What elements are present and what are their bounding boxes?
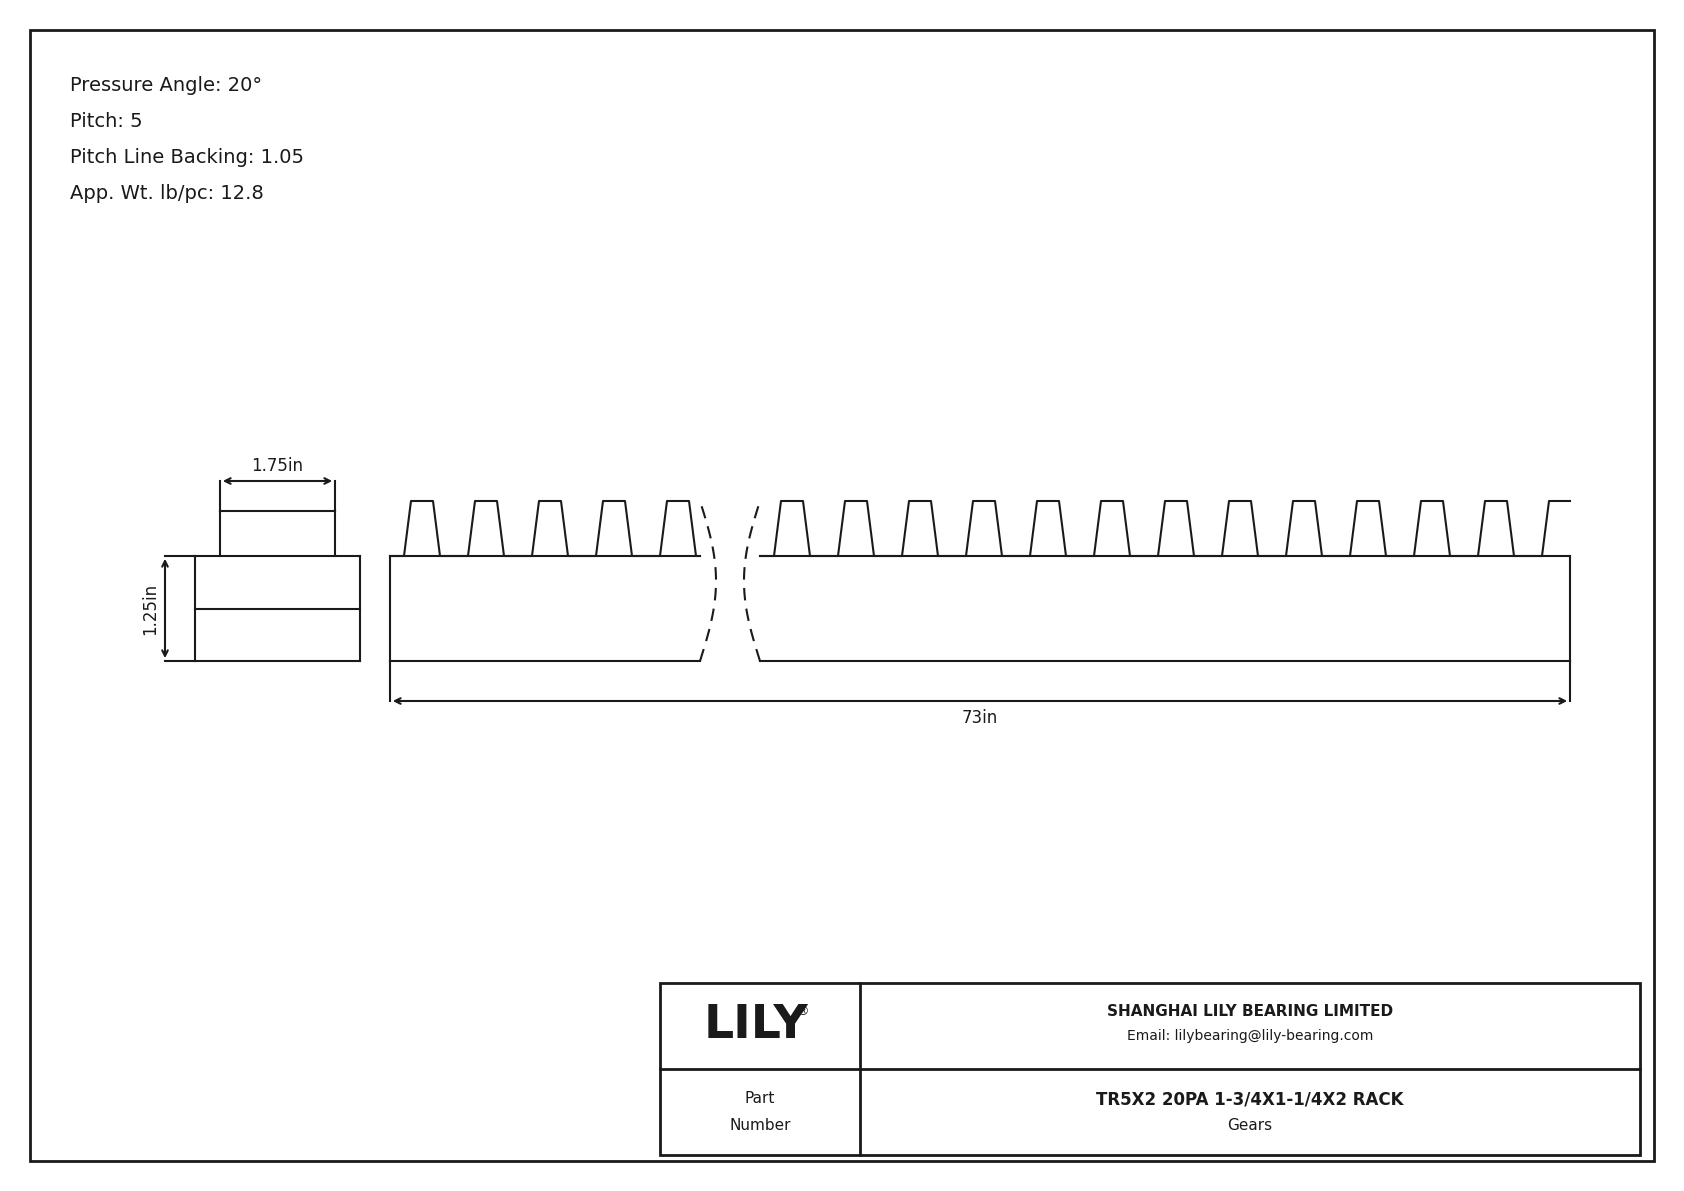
Text: 73in: 73in xyxy=(962,709,999,727)
Text: Pitch Line Backing: 1.05: Pitch Line Backing: 1.05 xyxy=(71,148,305,167)
Text: Email: lilybearing@lily-bearing.com: Email: lilybearing@lily-bearing.com xyxy=(1127,1029,1372,1043)
Text: Pressure Angle: 20°: Pressure Angle: 20° xyxy=(71,76,263,95)
Text: Pitch: 5: Pitch: 5 xyxy=(71,112,143,131)
Text: TR5X2 20PA 1-3/4X1-1/4X2 RACK: TR5X2 20PA 1-3/4X1-1/4X2 RACK xyxy=(1096,1091,1404,1109)
Text: Part
Number: Part Number xyxy=(729,1091,791,1133)
Bar xyxy=(660,983,1640,1155)
Text: 1.75in: 1.75in xyxy=(251,457,303,475)
Text: 1.25in: 1.25in xyxy=(141,582,158,635)
Text: App. Wt. lb/pc: 12.8: App. Wt. lb/pc: 12.8 xyxy=(71,183,264,202)
Text: ®: ® xyxy=(797,1005,808,1018)
Text: LILY: LILY xyxy=(704,1004,808,1048)
Text: SHANGHAI LILY BEARING LIMITED: SHANGHAI LILY BEARING LIMITED xyxy=(1106,1004,1393,1019)
Text: Gears: Gears xyxy=(1228,1117,1273,1133)
